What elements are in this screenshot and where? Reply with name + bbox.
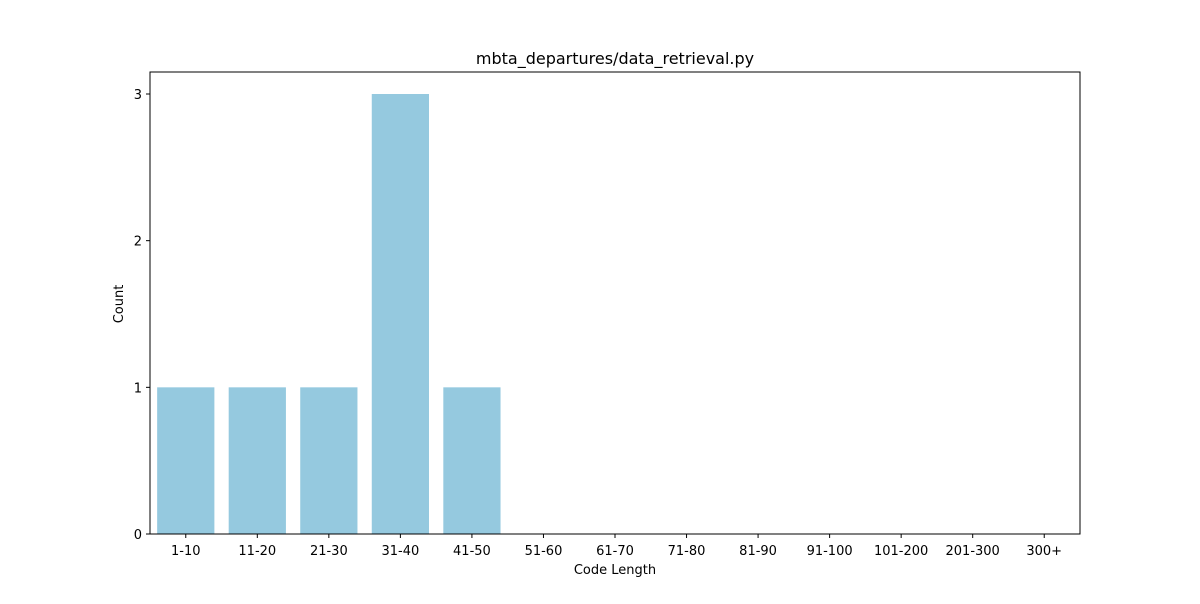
x-tick-label: 1-10 <box>171 544 201 559</box>
bar-21-30 <box>300 387 358 534</box>
x-tick-label: 81-90 <box>739 544 777 559</box>
x-tick-label: 201-300 <box>946 544 1000 559</box>
chart-title: mbta_departures/data_retrieval.py <box>476 49 754 69</box>
x-axis-label: Code Length <box>574 563 656 578</box>
bar-1-10 <box>157 387 215 534</box>
y-tick-label: 0 <box>134 528 142 543</box>
bar-41-50 <box>443 387 501 534</box>
x-tick-label: 21-30 <box>310 544 348 559</box>
x-tick-label: 31-40 <box>381 544 419 559</box>
ticks-layer: 1-10 11-20 21-30 31-40 41-50 51-60 61-70 71-80 8… <box>134 88 1062 559</box>
bars-layer <box>157 94 501 534</box>
x-tick-label: 300+ <box>1026 544 1062 559</box>
x-tick-label: 11-20 <box>238 544 276 559</box>
x-tick-label: 61-70 <box>596 544 634 559</box>
y-tick-label: 2 <box>134 235 142 250</box>
x-tick-label: 71-80 <box>668 544 706 559</box>
x-tick-label: 41-50 <box>453 544 491 559</box>
bar-11-20 <box>228 387 286 534</box>
bar-31-40 <box>371 94 429 534</box>
x-tick-label: 91-100 <box>807 544 853 559</box>
x-tick-label: 51-60 <box>525 544 563 559</box>
y-tick-label: 1 <box>134 381 142 396</box>
plot-frame <box>149 71 1081 535</box>
y-tick-label: 3 <box>134 88 142 103</box>
x-tick-label: 101-200 <box>874 544 928 559</box>
y-axis-label: Count <box>112 285 127 324</box>
